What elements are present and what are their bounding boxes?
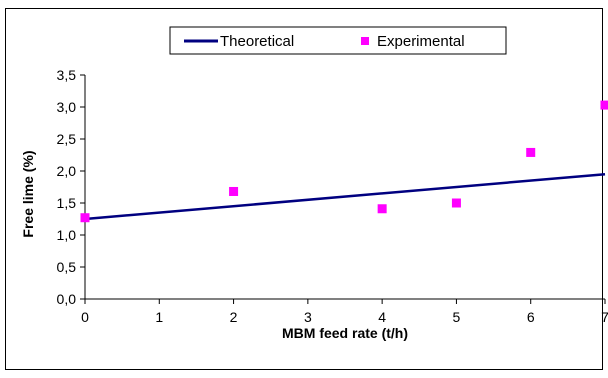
x-tick-label: 6 [527, 309, 535, 325]
theoretical-line [84, 172, 606, 221]
y-tick-label: 1,0 [57, 227, 77, 243]
y-tick-label: 2,5 [57, 131, 77, 147]
experimental-point [451, 198, 461, 208]
experimental-point [377, 204, 387, 214]
y-tick-label: 0,0 [57, 291, 77, 307]
x-tick-label: 5 [453, 309, 461, 325]
y-tick-label: 1,5 [57, 195, 77, 211]
x-tick-label: 0 [81, 309, 89, 325]
legend-label-experimental: Experimental [377, 33, 465, 50]
legend-swatch-experimental [361, 37, 369, 45]
experimental-point [229, 186, 239, 196]
x-tick-label: 7 [601, 309, 608, 325]
plot-series [80, 100, 608, 223]
x-tick-label: 2 [230, 309, 238, 325]
y-ticks: 0,0 0,5 1,0 1,5 2,0 2,5 3,0 3,5 [57, 67, 85, 307]
legend-box [169, 26, 507, 55]
x-tick-label: 3 [304, 309, 312, 325]
y-tick-label: 3,5 [57, 67, 77, 83]
y-axis-title: Free lime (%) [20, 150, 36, 237]
x-axis-title: MBM feed rate (t/h) [282, 325, 408, 341]
chart-frame [5, 8, 603, 370]
legend: Theoretical Experimental [169, 26, 507, 55]
legend-label-theoretical: Theoretical [220, 33, 294, 50]
x-tick-label: 4 [378, 309, 386, 325]
experimental-point [600, 100, 608, 110]
axes [84, 75, 605, 300]
y-tick-label: 0,5 [57, 259, 77, 275]
x-ticks: 0 1 2 3 4 5 6 7 [81, 299, 608, 325]
experimental-point [80, 213, 90, 223]
x-tick-label: 1 [155, 309, 163, 325]
experimental-point [526, 147, 536, 157]
y-tick-label: 3,0 [57, 99, 77, 115]
y-tick-label: 2,0 [57, 163, 77, 179]
